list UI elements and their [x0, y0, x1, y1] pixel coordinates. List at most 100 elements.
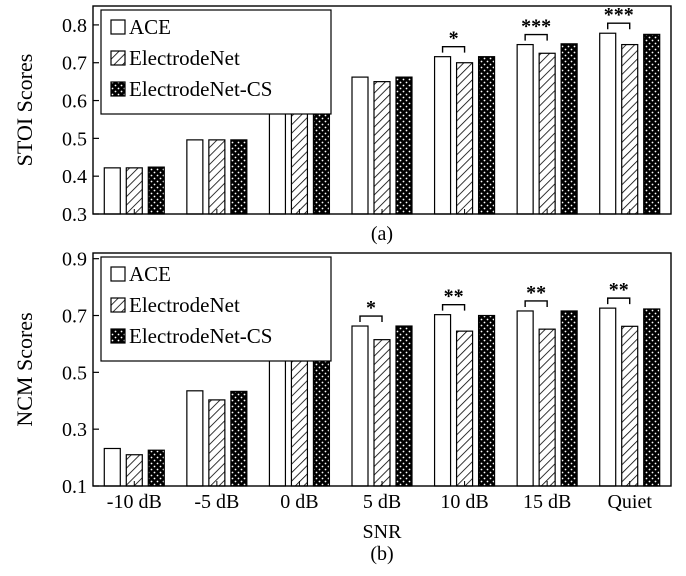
- bar-electrodenet: [538, 328, 556, 487]
- bar-ace: [103, 447, 121, 487]
- significance-label: **: [444, 286, 464, 308]
- significance-bracket: [359, 315, 383, 323]
- bar-ace: [351, 325, 369, 487]
- legend-label-ace: ACE: [129, 262, 171, 286]
- y-tick-label: 0.6: [62, 91, 87, 113]
- y-axis-label: NCM Scores: [12, 312, 37, 426]
- legend-swatch-electrodenet-cs: [110, 81, 126, 97]
- x-tick-label: -5 dB: [194, 491, 239, 513]
- x-axis-label: SNR: [363, 521, 403, 543]
- y-tick-label: 0.5: [62, 362, 87, 384]
- bar-electrodenet-cs: [643, 308, 661, 487]
- significance-label: *: [366, 297, 376, 319]
- panel-caption: (b): [370, 543, 393, 565]
- significance-bracket: [441, 45, 466, 53]
- bar-electrodenet-cs: [147, 449, 165, 487]
- bar-electrodenet: [290, 107, 309, 215]
- chart-panel-a: 0.30.40.50.60.70.8*******ACEElectrodeNet…: [12, 4, 672, 245]
- bar-ace: [433, 56, 452, 215]
- significance-label: ***: [521, 16, 551, 38]
- y-tick-label: 0.3: [62, 204, 87, 226]
- bar-ace: [186, 390, 204, 487]
- legend: ACE ElectrodeNet ElectrodeNet-CS: [100, 256, 332, 362]
- significance-bracket: [607, 297, 631, 305]
- bar-electrodenet: [208, 399, 226, 487]
- bar-ace: [268, 105, 287, 215]
- bar-ace: [599, 307, 617, 487]
- bar-electrodenet: [125, 167, 143, 215]
- legend-box: [100, 9, 332, 115]
- bar-electrodenet-cs: [395, 325, 413, 487]
- legend-swatch-electrodenet: [110, 297, 126, 313]
- significance-bracket: [524, 33, 548, 41]
- bar-electrodenet-cs: [230, 139, 248, 215]
- significance-label: *: [449, 28, 459, 50]
- bar-electrodenet-cs: [477, 56, 496, 215]
- chart-panel-b: 0.1 0.3 0.5 0.7 0.9 -10 dB -5 dB 0 dB 5 dB 10 dB 1…: [12, 249, 672, 565]
- y-tick-label: 0.1: [62, 476, 87, 498]
- bar-electrodenet: [455, 62, 474, 215]
- significance-bracket: [524, 300, 548, 307]
- legend-label-electrodenet-cs: ElectrodeNet-CS: [129, 77, 272, 101]
- bar-ace: [516, 310, 534, 487]
- legend-label-electrodenet-cs: ElectrodeNet-CS: [129, 324, 272, 348]
- x-tick-label: 0 dB: [280, 491, 318, 513]
- bar-ace: [103, 167, 121, 215]
- bar-electrodenet: [208, 139, 226, 215]
- bar-electrodenet: [290, 360, 309, 487]
- bar-electrodenet-cs: [230, 390, 248, 487]
- bar-ace: [516, 43, 534, 215]
- bar-ace: [433, 314, 452, 487]
- chart-panels: 0.30.40.50.60.70.8*******ACEElectrodeNet…: [12, 4, 672, 565]
- bar-electrodenet-cs: [395, 76, 413, 215]
- bar-electrodenet-cs: [147, 166, 165, 215]
- significance-label: **: [609, 279, 629, 301]
- y-tick-label: 0.9: [62, 249, 87, 271]
- legend-label-ace: ACE: [129, 15, 171, 39]
- y-tick-label: 0.8: [62, 15, 87, 37]
- bar-electrodenet-cs: [643, 33, 661, 215]
- panel-caption: (a): [371, 223, 393, 245]
- bar-electrodenet: [455, 330, 474, 487]
- x-tick-label: 10 dB: [440, 491, 488, 513]
- bar-electrodenet: [538, 52, 556, 215]
- x-tick-label: -10 dB: [107, 491, 162, 513]
- bar-electrodenet: [373, 81, 391, 215]
- y-tick-label: 0.4: [62, 166, 87, 188]
- y-tick-label: 0.7: [62, 306, 87, 328]
- legend-label-electrodenet: ElectrodeNet: [129, 46, 240, 70]
- x-tick-label: Quiet: [607, 491, 652, 513]
- bar-ace: [599, 32, 617, 215]
- bar-electrodenet-cs: [560, 310, 578, 487]
- legend-swatch-ace: [110, 19, 126, 35]
- legend-swatch-electrodenet: [110, 50, 126, 66]
- significance-bracket: [441, 303, 466, 311]
- x-tick-label: 5 dB: [363, 491, 401, 513]
- y-tick-label: 0.5: [62, 128, 87, 150]
- significance-label: **: [526, 282, 546, 304]
- bar-electrodenet-cs: [312, 348, 331, 487]
- bar-ace: [186, 139, 204, 215]
- legend-swatch-ace: [110, 266, 126, 282]
- legend: ACE ElectrodeNet ElectrodeNet-CS: [100, 9, 332, 115]
- bar-electrodenet-cs: [477, 314, 496, 487]
- significance-bracket: [607, 22, 631, 30]
- y-tick-label: 0.3: [62, 419, 87, 441]
- legend-box: [100, 256, 332, 362]
- x-tick-label: 15 dB: [523, 491, 571, 513]
- bar-ace: [351, 76, 369, 215]
- significance-label: ***: [604, 4, 634, 26]
- plot-frame: [92, 252, 672, 487]
- legend-label-electrodenet: ElectrodeNet: [129, 293, 240, 317]
- bar-electrodenet: [373, 339, 391, 487]
- bar-electrodenet: [621, 43, 639, 215]
- bar-ace: [268, 348, 287, 487]
- bar-electrodenet: [621, 325, 639, 487]
- bar-electrodenet-cs: [312, 104, 331, 215]
- plot-frame: [92, 5, 672, 215]
- bar-electrodenet-cs: [560, 43, 578, 215]
- y-tick-label: 0.7: [62, 53, 87, 75]
- y-axis-label: STOI Scores: [12, 54, 37, 167]
- legend-swatch-electrodenet-cs: [110, 328, 126, 344]
